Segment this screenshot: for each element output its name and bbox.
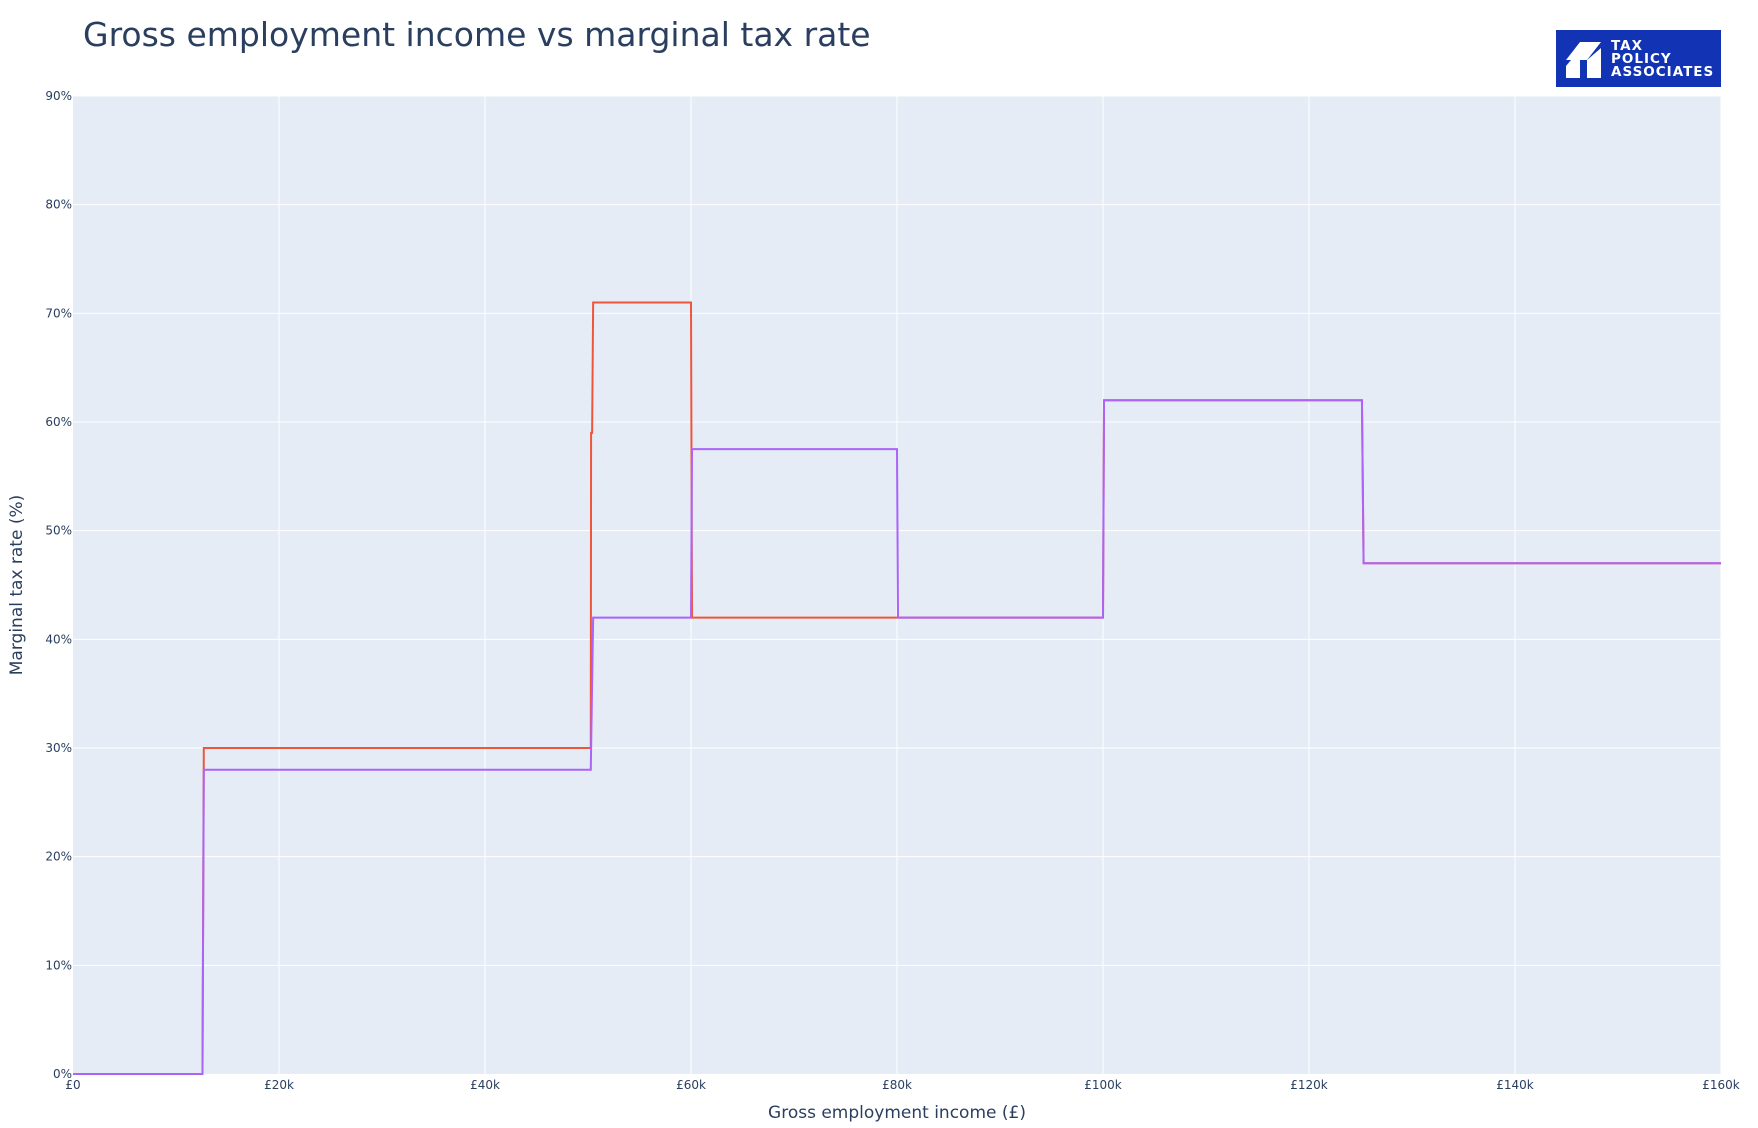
logo-mark-lower-right [1587, 48, 1601, 78]
y-tick-label: 90% [45, 89, 72, 103]
y-tick-label: 50% [45, 524, 72, 538]
x-tick-label: £140k [1496, 1078, 1534, 1092]
x-tick-label: £40k [470, 1078, 500, 1092]
gridlines [73, 95, 1722, 1074]
y-tick-label: 10% [45, 958, 72, 972]
x-tick-label: £0 [65, 1078, 80, 1092]
logo-mark-upper [1566, 42, 1601, 60]
y-tick-label: 70% [45, 306, 72, 320]
x-tick-labels: £0 £20k £40k £60k £80k £100k £120k £140k £160k [65, 1078, 1739, 1092]
series-layer [73, 301, 1721, 1075]
y-tick-label: 40% [45, 632, 72, 646]
logo-mark-lower-left [1566, 60, 1580, 78]
logo-text-associates: ASSOCIATES [1611, 64, 1714, 80]
y-tick-label: 0% [53, 1067, 72, 1081]
x-tick-label: £100k [1084, 1078, 1122, 1092]
y-tick-label: 80% [45, 198, 72, 212]
x-tick-label: £120k [1290, 1078, 1328, 1092]
x-tick-label: £60k [676, 1078, 706, 1092]
x-axis-title: Gross employment income (£) [768, 1103, 1026, 1123]
x-tick-label: £80k [882, 1078, 912, 1092]
y-tick-label: 60% [45, 415, 72, 429]
logo: TAX POLICY ASSOCIATES [1556, 30, 1721, 87]
y-tick-label: 20% [45, 850, 72, 864]
y-tick-labels: 0% 10% 20% 30% 40% 50% 60% 70% 80% 90% [45, 89, 72, 1081]
x-tick-label: £160k [1702, 1078, 1740, 1092]
logo-text-tax: TAX [1611, 38, 1643, 54]
x-tick-label: £20k [264, 1078, 294, 1092]
series-line-2 [73, 399, 1721, 1075]
y-tick-label: 30% [45, 741, 72, 755]
chart-title: Gross employment income vs marginal tax … [83, 15, 871, 54]
logo-text-policy: POLICY [1611, 51, 1672, 67]
y-axis-title: Marginal tax rate (%) [7, 495, 27, 676]
